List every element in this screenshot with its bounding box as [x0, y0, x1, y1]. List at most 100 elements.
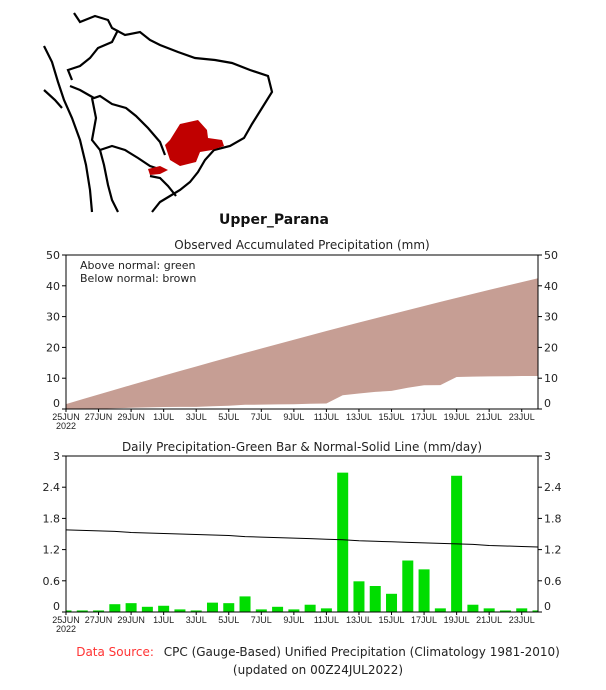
x-tick-label: 15JUL	[379, 412, 405, 422]
x-tick-label: 3JUL	[186, 412, 207, 422]
y-tick-label-left: 10	[46, 372, 60, 385]
x-year-label: 2022	[56, 624, 76, 634]
x-tick-label: 7JUL	[251, 412, 272, 422]
precip-bar	[93, 610, 105, 612]
y-tick-label-left: 50	[46, 249, 60, 262]
x-tick-label: 21JUL	[476, 412, 502, 422]
data-source-label: Data Source:	[76, 645, 154, 659]
x-tick-label: 1JUL	[153, 615, 174, 625]
border-line	[149, 174, 177, 197]
y-tick-label-right: 40	[544, 280, 558, 293]
region-title: Upper_Parana	[219, 212, 329, 228]
y-tick-label-left: 30	[46, 311, 60, 324]
y-tick-label-right: 0	[544, 600, 551, 613]
accumulated-chart: Observed Accumulated Precipitation (mm) …	[46, 238, 558, 431]
daily-chart: Daily Precipitation-Green Bar & Normal-S…	[43, 440, 562, 634]
legend-below: Below normal: brown	[80, 272, 196, 285]
precip-bar	[532, 610, 538, 612]
x-tick-label: 17JUL	[411, 615, 437, 625]
precip-bar	[467, 604, 479, 612]
y-tick-label-left: 0	[53, 397, 60, 410]
y-tick-label-right: 3	[544, 450, 551, 463]
normal-line	[65, 529, 539, 548]
y-tick-label-left: 1.8	[43, 512, 61, 525]
precip-bar	[353, 581, 365, 612]
x-tick-label: 9JUL	[283, 412, 304, 422]
x-tick-label: 5JUL	[218, 615, 239, 625]
precip-bar	[109, 604, 121, 612]
y-tick-label-left: 40	[46, 280, 60, 293]
y-tick-label-right: 20	[544, 341, 558, 354]
y-tick-label-right: 1.8	[544, 512, 562, 525]
precip-bar	[337, 472, 349, 612]
border-line	[90, 97, 163, 172]
y-tick-label-right: 1.2	[544, 544, 562, 557]
precip-bar	[402, 560, 414, 612]
precip-bar	[272, 606, 284, 612]
y-tick-label-left: 20	[46, 341, 60, 354]
coastline	[73, 12, 274, 213]
x-tick-label: 3JUL	[186, 615, 207, 625]
y-tick-label-left: 1.2	[43, 544, 61, 557]
y-tick-label-left: 0.6	[43, 575, 61, 588]
y-tick-label-right: 2.4	[544, 481, 562, 494]
precip-bar	[190, 610, 202, 612]
legend-above: Above normal: green	[80, 259, 196, 272]
x-tick-label: 25JUN	[52, 412, 80, 422]
x-tick-label: 11JUL	[314, 615, 339, 625]
x-tick-label: 19JUL	[444, 615, 470, 625]
border-line	[98, 149, 119, 213]
x-tick-label: 13JUL	[346, 615, 372, 625]
y-tick-label-left: 2.4	[43, 481, 61, 494]
x-tick-label: 9JUL	[283, 615, 304, 625]
plot-frame	[65, 455, 539, 613]
border-line	[43, 89, 63, 109]
x-tick-label: 13JUL	[346, 412, 372, 422]
y-tick-label-left: 3	[53, 450, 60, 463]
x-tick-label: 27JUN	[85, 615, 113, 625]
border-line	[66, 29, 119, 81]
precip-bar	[434, 608, 446, 612]
precip-bar	[66, 610, 72, 612]
region-map	[43, 12, 274, 213]
chart-title: Observed Accumulated Precipitation (mm)	[174, 238, 429, 252]
x-tick-label: 25JUN	[52, 615, 80, 625]
precip-bar	[369, 586, 381, 612]
y-tick-label-right: 10	[544, 372, 558, 385]
x-tick-label: 29JUN	[117, 615, 145, 625]
x-tick-label: 29JUN	[117, 412, 145, 422]
x-tick-label: 7JUL	[251, 615, 272, 625]
below-normal-area	[66, 278, 538, 409]
precip-bar	[499, 610, 511, 612]
x-tick-label: 15JUL	[379, 615, 405, 625]
x-tick-label: 11JUL	[314, 412, 339, 422]
data-source-text: CPC (Gauge-Based) Unified Precipitation …	[164, 645, 560, 659]
precip-bar	[125, 603, 137, 612]
precip-bar	[288, 609, 300, 612]
x-tick-label: 27JUN	[85, 412, 113, 422]
plot-frame	[65, 254, 539, 410]
upper-parana-region	[148, 120, 224, 175]
border-line	[69, 84, 167, 156]
precip-bar	[483, 608, 495, 612]
precip-bar	[158, 605, 170, 612]
precip-bar	[418, 569, 430, 612]
x-tick-label: 5JUL	[218, 412, 239, 422]
y-tick-label-right: 0	[544, 397, 551, 410]
updated-text: (updated on 00Z24JUL2022)	[233, 663, 403, 677]
x-tick-label: 21JUL	[476, 615, 502, 625]
x-year-label: 2022	[56, 421, 76, 431]
y-tick-label-right: 50	[544, 249, 558, 262]
precip-bar	[239, 596, 251, 612]
precip-bar	[516, 608, 528, 612]
x-tick-label: 1JUL	[153, 412, 174, 422]
y-tick-label-right: 30	[544, 311, 558, 324]
chart-title: Daily Precipitation-Green Bar & Normal-S…	[122, 440, 482, 454]
precip-bar	[255, 609, 267, 612]
y-tick-label-right: 0.6	[544, 575, 562, 588]
precip-bar	[76, 610, 88, 612]
precip-bar	[304, 604, 316, 612]
precip-bar	[320, 608, 332, 612]
x-tick-label: 23JUL	[509, 615, 535, 625]
